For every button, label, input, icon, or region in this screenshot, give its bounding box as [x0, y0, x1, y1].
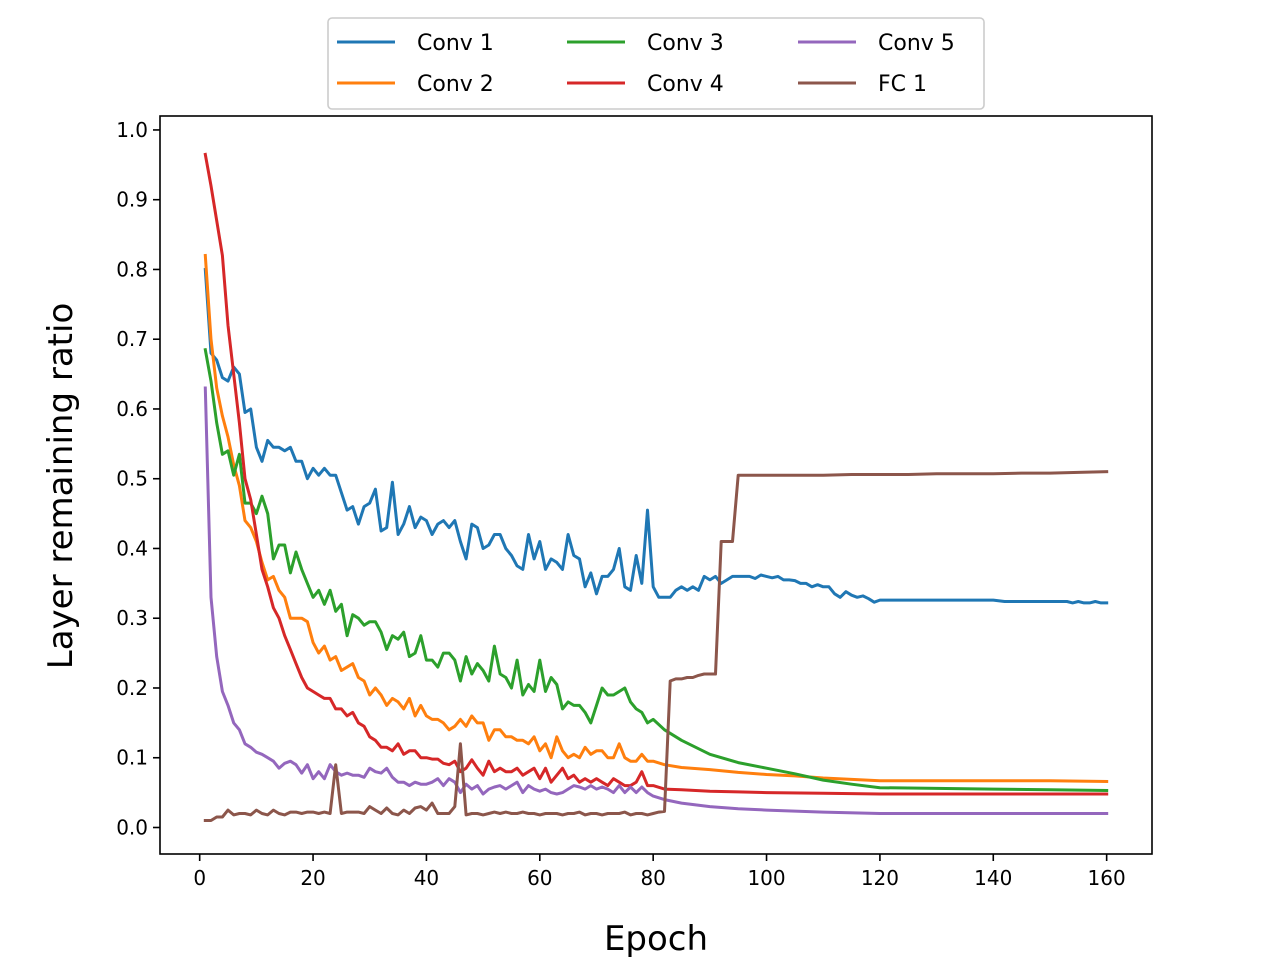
y-tick-label: 0.3	[116, 606, 148, 630]
x-tick-label: 20	[300, 866, 325, 890]
legend: Conv 1 Conv 2 Conv 3 Conv 4 Conv 5 FC 1	[327, 17, 985, 110]
series-lines	[203, 152, 1109, 822]
y-tick-label: 0.6	[116, 397, 148, 421]
x-tick-label: 60	[527, 866, 552, 890]
series-line-conv-5	[203, 386, 1109, 815]
y-tick-label: 1.0	[116, 118, 148, 142]
y-tick-label: 0.0	[116, 815, 148, 839]
y-axis-ticks: 0.0 0.1 0.2 0.3 0.4 0.5 0.6 0.7 0.8 0.9 1.0	[116, 118, 160, 839]
x-tick-label: 80	[640, 866, 665, 890]
y-tick-label: 0.8	[116, 257, 148, 281]
x-axis-title: Epoch	[604, 919, 708, 959]
x-axis-ticks: 0 20 40 60 80 100 120 140 160	[193, 854, 1126, 890]
x-tick-label: 140	[974, 866, 1012, 890]
series-line-conv-2	[203, 253, 1109, 784]
legend-label-conv-3: Conv 3	[647, 31, 724, 56]
series-line-conv-1	[203, 267, 1109, 605]
y-tick-label: 0.5	[116, 467, 148, 491]
legend-label-conv-1: Conv 1	[417, 31, 494, 56]
plot-frame	[159, 115, 1153, 855]
series-line-fc-1	[203, 470, 1109, 822]
legend-label-conv-4: Conv 4	[647, 72, 724, 97]
x-tick-label: 100	[747, 866, 785, 890]
y-axis-title: Layer remaining ratio	[41, 303, 81, 669]
x-tick-label: 120	[861, 866, 899, 890]
y-tick-label: 0.4	[116, 536, 148, 560]
y-tick-label: 0.2	[116, 676, 148, 700]
x-tick-label: 40	[414, 866, 439, 890]
y-tick-label: 0.7	[116, 327, 148, 351]
series-line-conv-3	[203, 347, 1109, 793]
x-tick-label: 160	[1088, 866, 1126, 890]
y-tick-label: 0.1	[116, 746, 148, 770]
y-tick-label: 0.9	[116, 188, 148, 212]
x-tick-label: 0	[193, 866, 206, 890]
legend-label-fc-1: FC 1	[878, 72, 927, 97]
legend-label-conv-2: Conv 2	[417, 72, 494, 97]
legend-label-conv-5: Conv 5	[878, 31, 955, 56]
